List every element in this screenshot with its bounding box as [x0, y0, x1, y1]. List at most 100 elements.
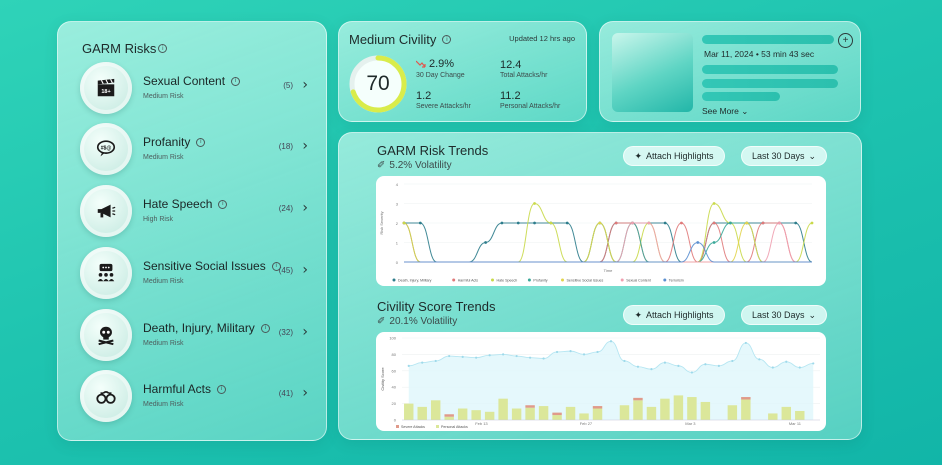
- attach-highlights-button[interactable]: ✦ Attach Highlights: [623, 305, 725, 325]
- data-point: [500, 221, 504, 225]
- personal-attacks-bar: [484, 411, 495, 420]
- date-range-dropdown[interactable]: Last 30 Days ⌄: [741, 146, 827, 166]
- civility-gauge-arc: [349, 55, 407, 113]
- info-icon[interactable]: i: [271, 261, 281, 271]
- garm-trends-title: GARM Risk Trends: [377, 143, 489, 158]
- chevron-right-icon[interactable]: ›: [302, 138, 308, 154]
- handcuffs-icon: [80, 370, 132, 422]
- legend-label: Harmful Acts: [458, 279, 479, 283]
- info-icon[interactable]: i: [218, 199, 228, 209]
- personal-attacks-bar: [781, 406, 792, 420]
- skull-crossbones-icon: [80, 309, 132, 361]
- personal-attacks-bar: [768, 413, 778, 420]
- media-panel: Mar 11, 2024 • 53 min 43 sec See More ⌄ …: [599, 21, 861, 122]
- chevron-right-icon[interactable]: ›: [302, 262, 308, 278]
- risk-count: (41): [278, 389, 293, 398]
- risk-item-profanity[interactable]: #$@ Profanity i Medium Risk (18) ›: [80, 123, 320, 175]
- personal-attacks-bar: [404, 403, 414, 420]
- personal-attacks-bar: [727, 405, 738, 420]
- speech-bubble-profanity-icon: #$@: [80, 123, 132, 175]
- personal-attacks-bar: [687, 397, 697, 420]
- chevron-right-icon[interactable]: ›: [302, 200, 308, 216]
- data-point: [434, 359, 437, 363]
- placeholder-bar: [702, 92, 780, 101]
- civility-trends-chart-card: 0 20 40 60 80 100 Civility Score Feb 13 Feb 27 Ma…: [376, 332, 826, 431]
- risk-count: (24): [278, 204, 293, 213]
- media-date: Mar 11, 2024 • 53 min 43 sec: [704, 49, 815, 59]
- risk-item-sensitive-social-issues[interactable]: Sensitive Social Issues i Medium Risk (45…: [80, 247, 320, 299]
- risk-count: (32): [278, 328, 293, 337]
- x-tick-label: Mar 3: [685, 421, 696, 426]
- info-icon[interactable]: i: [217, 384, 227, 394]
- risk-item-sexual-content[interactable]: 18+ Sexual Content i Medium Risk (5) ›: [80, 62, 320, 114]
- chevron-right-icon[interactable]: ›: [302, 385, 308, 401]
- risk-level: Medium Risk: [143, 401, 184, 408]
- personal-attacks-bar: [525, 407, 535, 420]
- see-more-link[interactable]: See More ⌄: [702, 106, 749, 116]
- data-point: [533, 221, 536, 225]
- personal-attacks-bar: [592, 408, 603, 420]
- media-thumbnail[interactable]: [612, 33, 693, 112]
- risk-item-hate-speech[interactable]: Hate Speech i High Risk (24) ›: [80, 185, 320, 237]
- placeholder-bar: [702, 79, 838, 88]
- data-point: [475, 356, 478, 359]
- data-point: [798, 366, 801, 369]
- legend-label: Severe Attacks: [401, 425, 425, 429]
- y-tick-label: 0: [394, 418, 397, 423]
- placeholder-bar: [702, 35, 834, 44]
- data-point: [609, 340, 613, 343]
- personal-attacks-label: Personal Attacks/hr: [500, 103, 561, 110]
- personal-attacks-bar: [795, 410, 805, 420]
- risk-name: Sexual Content: [143, 74, 226, 88]
- data-point: [717, 364, 720, 367]
- data-point: [777, 221, 781, 225]
- garm-trends-chart: 0 1 2 3 4 Risk Severity Time Death, Injury, Mil…: [379, 182, 814, 283]
- data-point: [515, 354, 518, 358]
- civility-volatility: 20.1% Volatility: [389, 316, 458, 327]
- data-point: [761, 221, 765, 225]
- risk-name: Hate Speech: [143, 197, 213, 211]
- data-point: [555, 350, 559, 354]
- y-axis-label: Risk Severity: [379, 211, 384, 234]
- civility-area: [408, 341, 814, 420]
- data-point: [596, 350, 599, 354]
- personal-attacks-bar: [498, 398, 508, 420]
- risk-item-harmful-acts[interactable]: Harmful Acts i Medium Risk (41) ›: [80, 370, 320, 422]
- personal-attacks-bar: [700, 401, 711, 420]
- risk-item-death-injury-military[interactable]: Death, Injury, Military i Medium Risk (32…: [80, 309, 320, 361]
- info-icon[interactable]: i: [196, 137, 206, 147]
- personal-attacks-bar: [552, 415, 562, 420]
- add-icon[interactable]: +: [838, 33, 853, 48]
- legend-label: Profanity: [533, 279, 547, 283]
- garm-volatility: 5.2% Volatility: [389, 160, 452, 171]
- x-tick-label: Feb 13: [475, 421, 488, 426]
- data-point: [771, 366, 774, 369]
- x-tick-label: Mar 11: [789, 421, 802, 426]
- chevron-right-icon[interactable]: ›: [302, 77, 308, 93]
- info-icon[interactable]: i: [231, 76, 241, 86]
- attach-highlights-button[interactable]: ✦ Attach Highlights: [623, 146, 725, 166]
- data-point: [407, 364, 410, 367]
- info-icon[interactable]: i: [260, 323, 270, 333]
- y-tick-label: 3: [396, 202, 399, 207]
- data-point: [785, 360, 788, 363]
- volatility-icon: ✐: [377, 316, 386, 327]
- info-icon[interactable]: i: [442, 35, 452, 44]
- date-range-dropdown[interactable]: Last 30 Days ⌄: [741, 305, 827, 325]
- civility-title: Medium Civility: [349, 32, 437, 47]
- info-icon[interactable]: i: [158, 44, 168, 53]
- personal-attacks-bar: [619, 405, 630, 420]
- y-tick-label: 4: [396, 182, 399, 187]
- y-tick-label: 80: [392, 352, 397, 357]
- svg-text:18+: 18+: [101, 89, 110, 95]
- y-tick-label: 1: [396, 241, 399, 246]
- data-point: [484, 241, 487, 244]
- legend-label: Death, Injury, Military: [398, 279, 432, 283]
- data-point: [528, 356, 532, 359]
- chevron-right-icon[interactable]: ›: [302, 324, 308, 340]
- data-point: [598, 221, 602, 225]
- personal-attacks-bar: [444, 416, 454, 420]
- y-tick-label: 100: [389, 336, 396, 341]
- severe-attacks-bar: [633, 397, 643, 401]
- civility-panel: Medium Civility i Updated 12 hrs ago 70 …: [338, 21, 587, 122]
